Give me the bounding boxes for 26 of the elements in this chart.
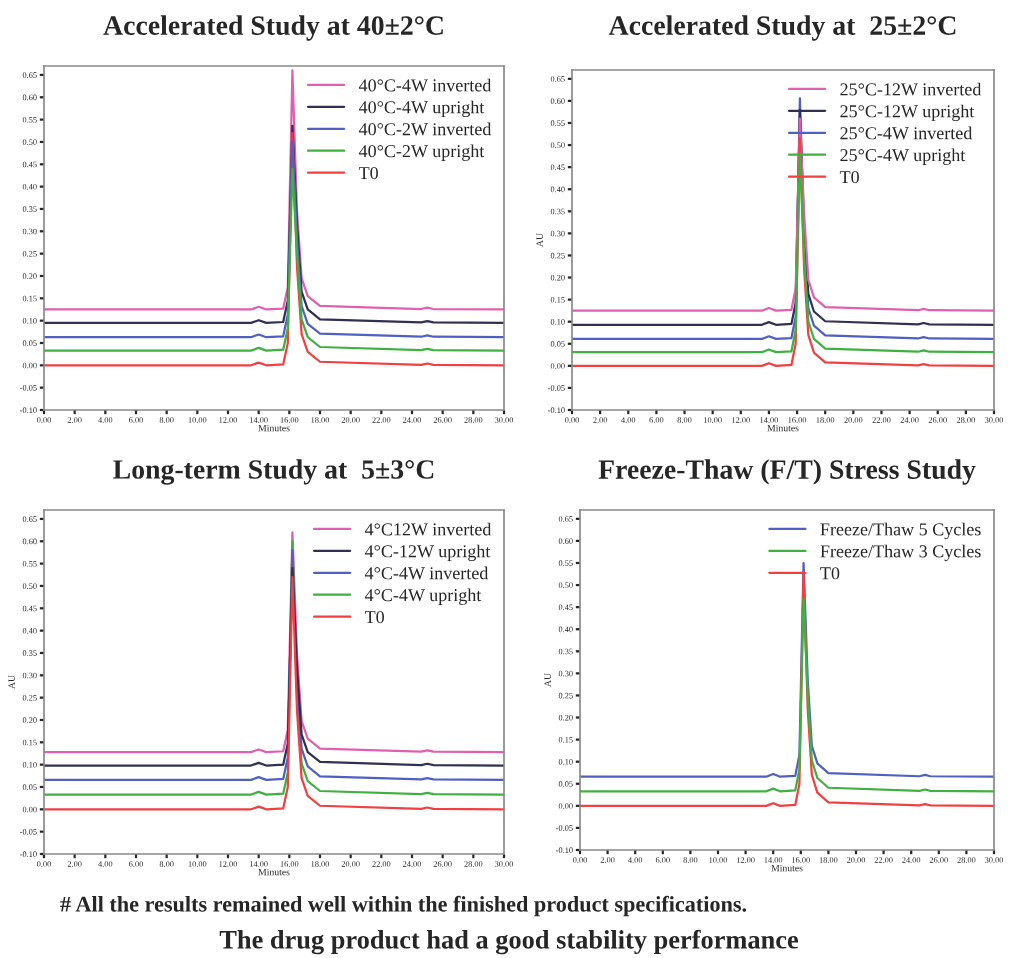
legend-label: 40°C-2W upright [358, 144, 485, 161]
legend-label: 4°C12W inverted [364, 522, 492, 536]
text: The drug product had a good stability performance [219, 929, 799, 955]
chart-title: Accelerated Study at 25±2°C [608, 15, 956, 41]
legend-label: Freeze/Thaw 5 Cycles [820, 522, 981, 540]
legend-label: 40°C-4W inverted [358, 78, 492, 92]
legend-label: 25°C-4W inverted [840, 126, 973, 140]
legend-label: T0 [358, 166, 378, 180]
legend-label: T0 [839, 170, 859, 184]
chart-title: Accelerated Study at 40±2°C [103, 15, 443, 41]
line-series [580, 597, 994, 793]
legend-label: 25°C-4W upright [840, 148, 966, 165]
text: # All the results remained well within the finished product specifications. [60, 895, 747, 917]
line-series [44, 167, 504, 352]
legend-label: 25°C-12W inverted [840, 82, 982, 96]
legend-label: 4°C-4W upright [364, 588, 482, 605]
legend-label: 4°C-4W inverted [364, 566, 489, 580]
legend-label: 25°C-12W upright [840, 104, 975, 122]
legend-label: 40°C-2W inverted [358, 122, 492, 136]
chart-title: Long-term Study at 5±3°C [113, 459, 434, 485]
legend-label: T0 [364, 610, 384, 624]
legend-label: 40°C-4W upright [358, 100, 485, 118]
legend-label: Freeze/Thaw 3 Cycles [820, 544, 981, 562]
chart-title: Freeze-Thaw (F/T) Stress Study [598, 459, 976, 485]
legend-label: 4°C-12W upright [364, 544, 491, 562]
legend-label: T0 [820, 567, 840, 580]
